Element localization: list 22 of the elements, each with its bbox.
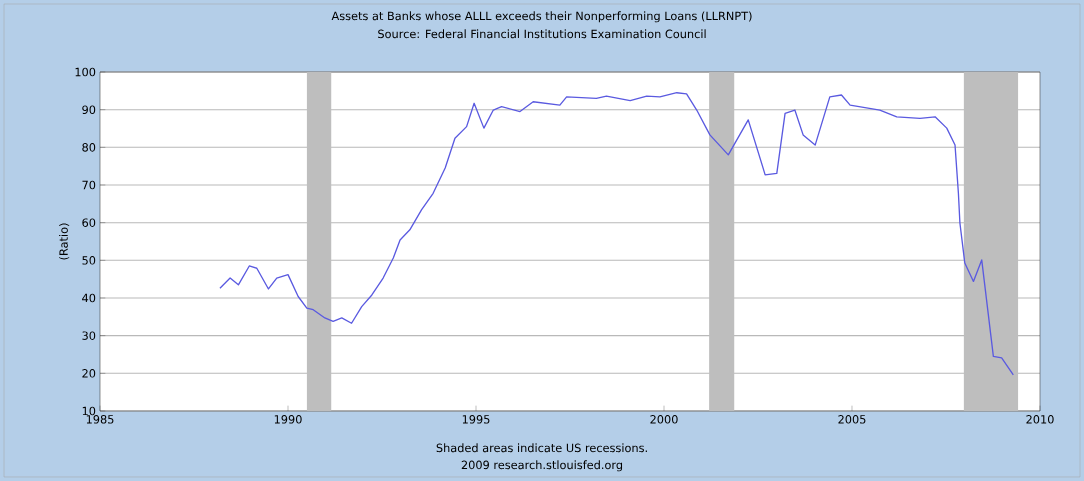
y-axis-title: (Ratio) [59,223,70,260]
chart-title: Assets at Banks whose ALLL exceeds their Nonperforming Loans (LLRNPT) [331,11,752,23]
x-tick-label: 2005 [838,415,866,424]
y-tick-label: 70 [82,180,96,190]
x-tick-label: 2000 [650,415,678,424]
y-tick-label: 30 [82,331,96,340]
y-tick-label: 90 [82,105,96,114]
y-tick-label: 50 [82,256,96,265]
text: Shaded areas indicate US recessions. [436,443,647,453]
y-tick-label: 80 [82,143,96,152]
y-tick-label: 20 [82,369,96,378]
text: 2009 research.stlouisfed.org [461,460,623,472]
chart-subtitle: Source: Federal Financial Institutions Examination Council [378,29,706,39]
x-tick-label: 1995 [462,415,490,424]
x-tick-label: 1985 [86,415,114,424]
line-series [219,92,1014,376]
x-tick-label: 2010 [1026,415,1054,424]
y-tick-label: 10 [82,406,96,416]
x-tick-label: 1990 [274,415,302,424]
y-tick-label: 40 [82,293,96,303]
y-tick-label: 60 [82,218,96,227]
y-tick-label: 100 [75,67,96,77]
